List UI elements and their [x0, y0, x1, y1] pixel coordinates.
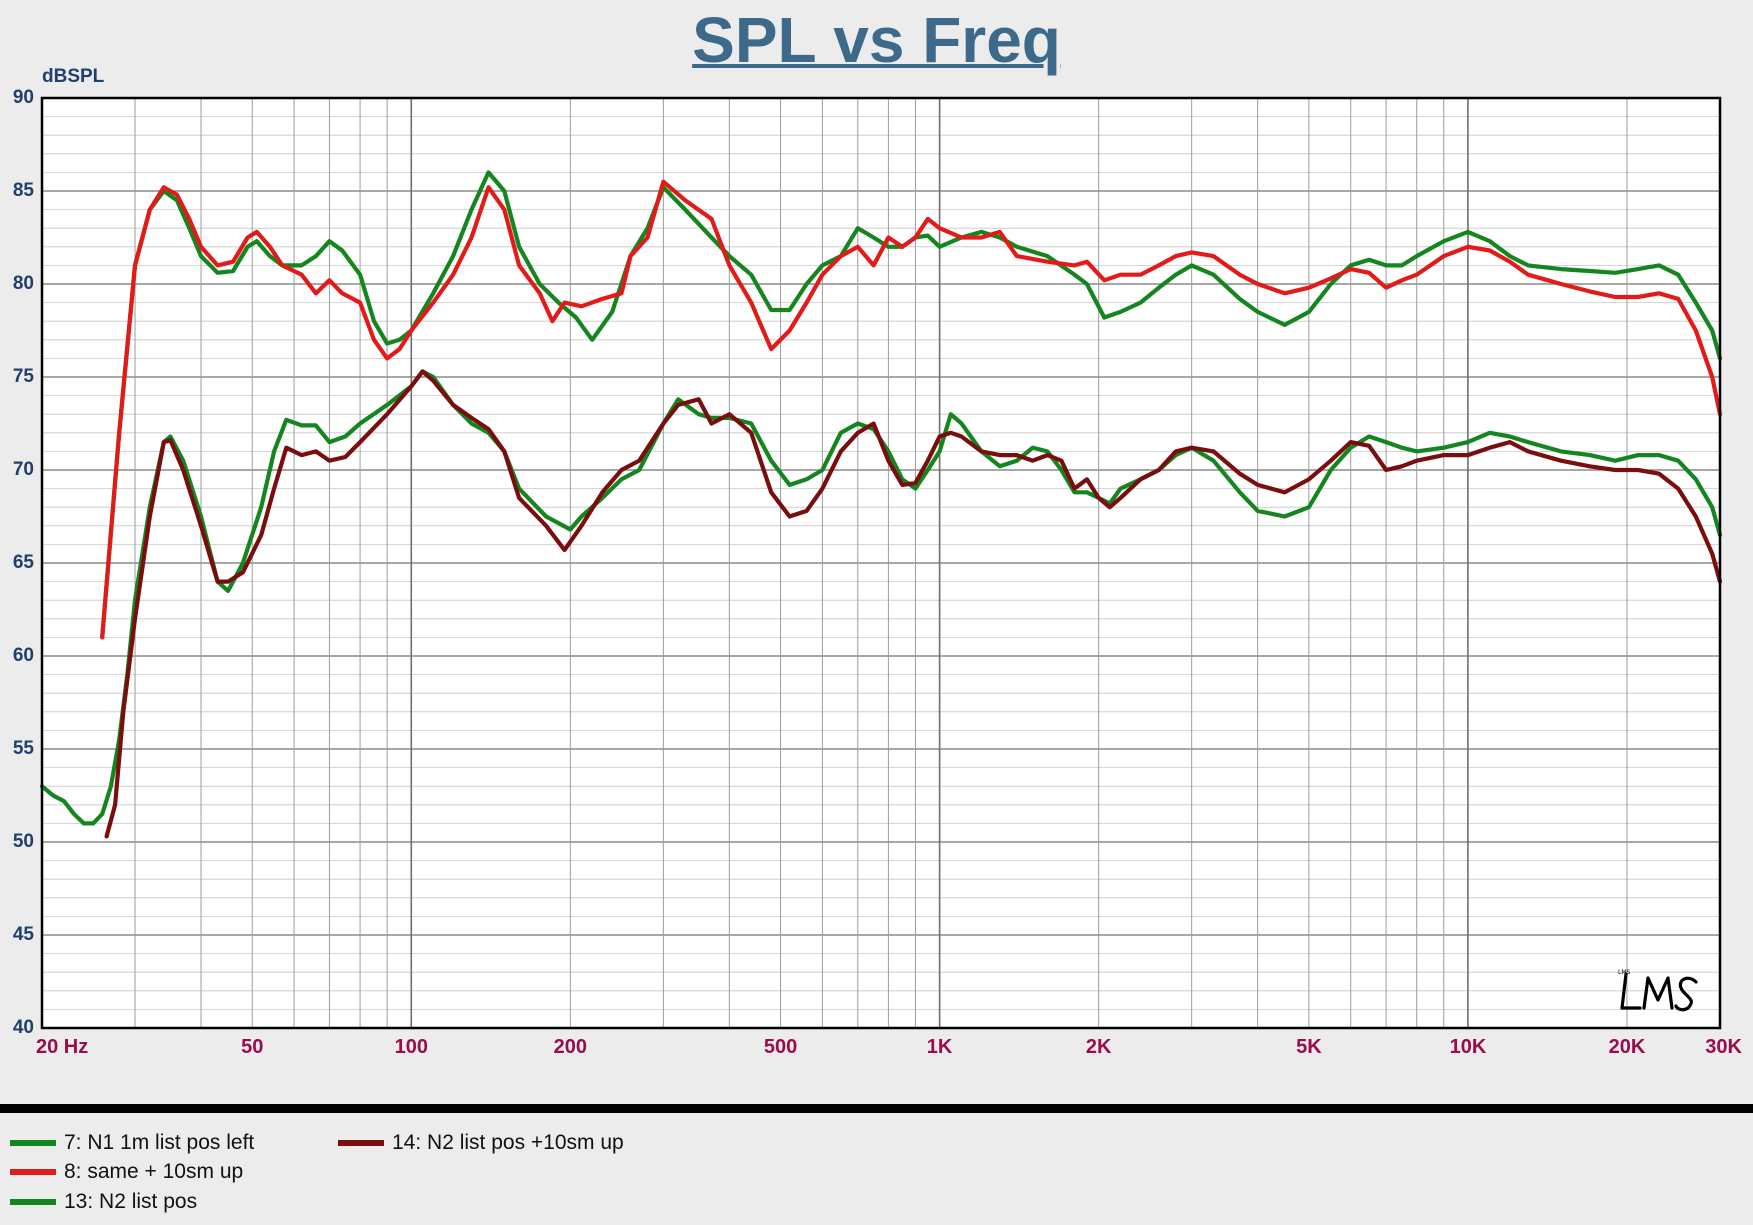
legend-item: 13: N2 list pos: [10, 1189, 197, 1215]
legend-label: 14: N2 list pos +10sm up: [392, 1131, 624, 1154]
grid: [41, 97, 1721, 1029]
legend-item: 7: N1 1m list pos left: [10, 1130, 254, 1156]
y-tick-label: 60: [12, 645, 34, 666]
y-tick-label: 50: [12, 831, 34, 852]
y-tick-label: 80: [12, 273, 34, 294]
y-tick-label: 55: [12, 738, 34, 759]
plot-frame: [40, 96, 1722, 1030]
x-tick-label: 1K: [926, 1036, 953, 1058]
lms-watermark-logo: LMS: [1618, 968, 1704, 1021]
series-lines: [39, 170, 1723, 839]
x-tick-label: 20 Hz: [36, 1036, 89, 1058]
x-tick-label: 100: [394, 1036, 428, 1058]
legend-divider: [0, 1104, 1753, 1113]
legend-label: 8: same + 10sm up: [64, 1160, 244, 1183]
series-line-13-n2-list-pos: [39, 369, 1723, 826]
y-tick-label: 65: [12, 552, 34, 573]
legend-swatch: [10, 1199, 56, 1205]
y-axis-label: dBSPL: [42, 66, 105, 87]
y-tick-label: 70: [12, 459, 34, 480]
x-tick-label: 500: [763, 1036, 798, 1058]
y-tick-label: 85: [12, 180, 34, 201]
y-tick-label: 90: [12, 87, 34, 108]
legend-swatch: [10, 1169, 56, 1175]
chart-title: SPL vs Freq: [692, 4, 1061, 76]
y-tick-label: 45: [12, 924, 34, 945]
series-line-8-same-10sm-up: [100, 179, 1723, 640]
y-tick-label: 40: [12, 1017, 34, 1038]
x-tick-label: 200: [553, 1036, 587, 1058]
series-line-14-n2-list-pos-10sm-up: [104, 369, 1723, 839]
x-tick-label: 10K: [1449, 1036, 1487, 1058]
x-tick-label: 30K: [1705, 1036, 1742, 1058]
x-tick-label: 50: [241, 1036, 264, 1058]
x-tick-label: 2K: [1085, 1036, 1112, 1058]
x-tick-label: 20K: [1608, 1036, 1646, 1058]
legend-swatch: [338, 1140, 384, 1146]
watermark-text: LMS: [1618, 969, 1631, 976]
y-tick-label: 75: [12, 366, 34, 387]
legend-item: 14: N2 list pos +10sm up: [338, 1130, 624, 1156]
legend-item: 8: same + 10sm up: [10, 1159, 243, 1185]
legend-label: 7: N1 1m list pos left: [64, 1131, 255, 1154]
legend-label: 13: N2 list pos: [64, 1190, 198, 1213]
legend-swatch: [10, 1140, 56, 1146]
x-tick-label: 5K: [1296, 1036, 1322, 1058]
